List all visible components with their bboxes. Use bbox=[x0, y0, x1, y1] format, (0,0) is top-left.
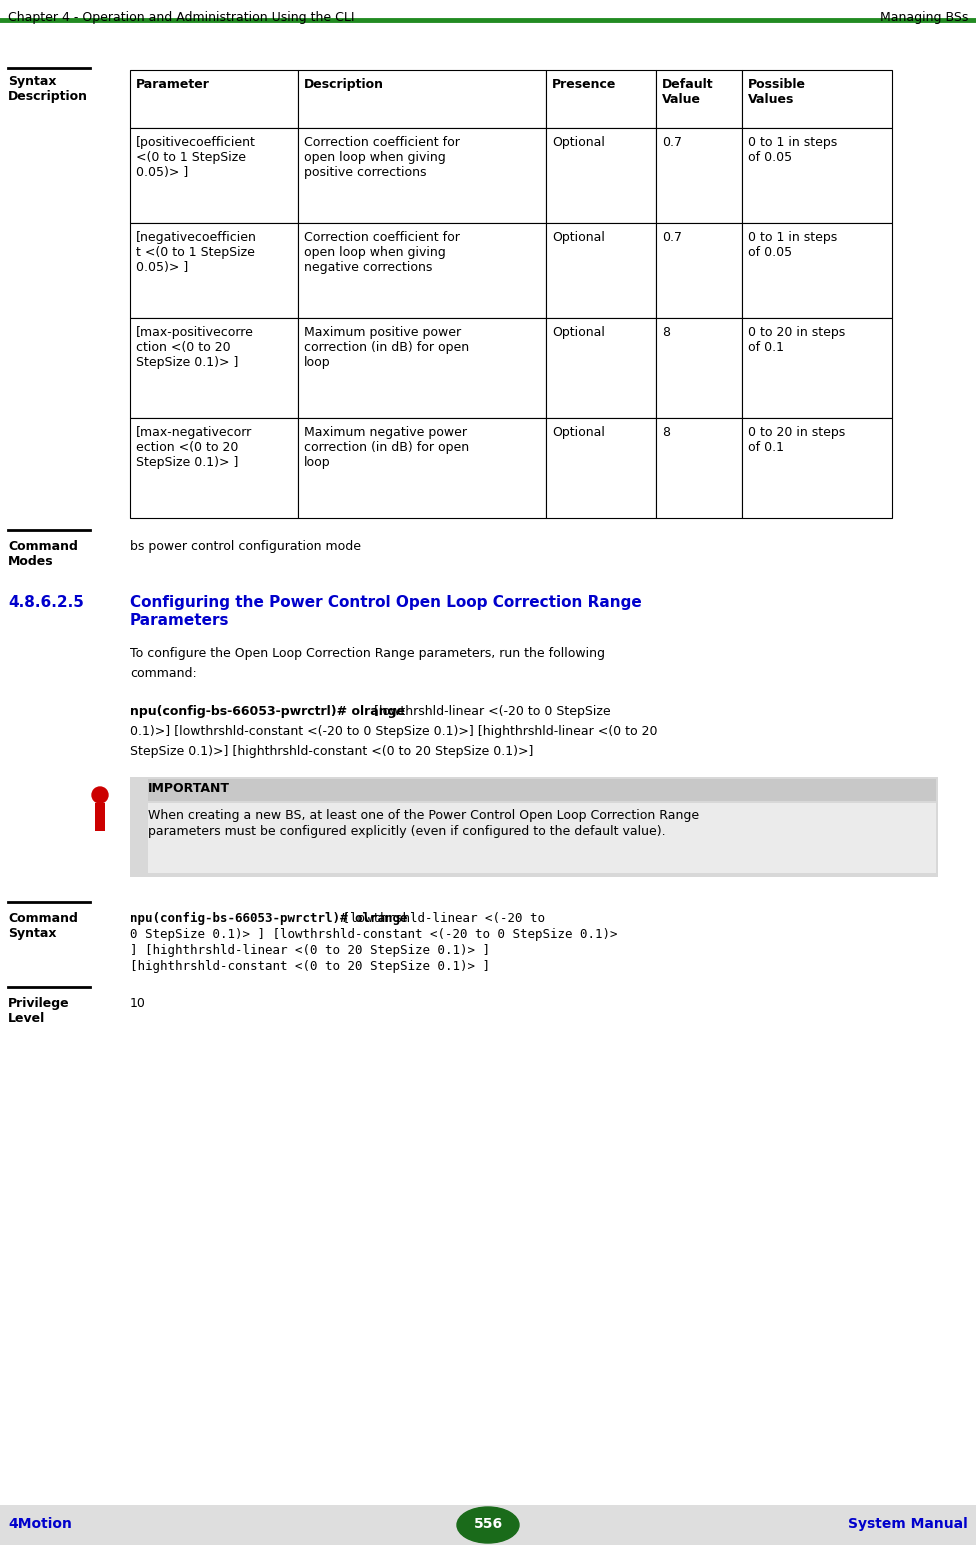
Bar bbox=[546, 128, 656, 222]
Text: When creating a new BS, at least one of the Power Control Open Loop Correction R: When creating a new BS, at least one of … bbox=[148, 810, 699, 822]
Text: [max-positivecorre
ction <(0 to 20
StepSize 0.1)> ]: [max-positivecorre ction <(0 to 20 StepS… bbox=[136, 326, 254, 369]
Bar bbox=[546, 419, 656, 518]
Bar bbox=[546, 222, 656, 318]
Bar bbox=[742, 128, 892, 222]
Text: Parameter: Parameter bbox=[136, 77, 210, 91]
Bar bbox=[656, 318, 742, 419]
Text: Default
Value: Default Value bbox=[662, 77, 713, 107]
Text: Correction coefficient for
open loop when giving
negative corrections: Correction coefficient for open loop whe… bbox=[304, 232, 460, 273]
Bar bbox=[130, 222, 298, 318]
Text: 10: 10 bbox=[130, 997, 145, 1010]
Bar bbox=[95, 803, 105, 831]
Text: IMPORTANT: IMPORTANT bbox=[148, 782, 230, 796]
Text: Description: Description bbox=[304, 77, 384, 91]
Bar bbox=[148, 779, 936, 800]
Text: [negativecoefficien
t <(0 to 1 StepSize
0.05)> ]: [negativecoefficien t <(0 to 1 StepSize … bbox=[136, 232, 257, 273]
Text: Privilege: Privilege bbox=[8, 997, 69, 1010]
Text: 8: 8 bbox=[662, 426, 670, 439]
Text: Command: Command bbox=[8, 541, 78, 553]
Text: [lowthrshld-linear <(-20 to 0 StepSize: [lowthrshld-linear <(-20 to 0 StepSize bbox=[371, 705, 611, 718]
Text: parameters must be configured explicitly (even if configured to the default valu: parameters must be configured explicitly… bbox=[148, 825, 666, 837]
Bar bbox=[130, 318, 298, 419]
Text: Optional: Optional bbox=[552, 426, 605, 439]
Text: 0.7: 0.7 bbox=[662, 136, 682, 148]
Text: npu(config-bs-66053-pwrctrl)# olrange: npu(config-bs-66053-pwrctrl)# olrange bbox=[130, 912, 408, 925]
Circle shape bbox=[92, 786, 108, 803]
Text: 0.1)>] [lowthrshld-constant <(-20 to 0 StepSize 0.1)>] [highthrshld-linear <(0 t: 0.1)>] [lowthrshld-constant <(-20 to 0 S… bbox=[130, 725, 658, 739]
Bar bbox=[656, 222, 742, 318]
Text: Managing BSs: Managing BSs bbox=[879, 11, 968, 25]
Text: Optional: Optional bbox=[552, 326, 605, 338]
Text: [positivecoefficient
<(0 to 1 StepSize
0.05)> ]: [positivecoefficient <(0 to 1 StepSize 0… bbox=[136, 136, 256, 179]
Bar bbox=[742, 222, 892, 318]
Text: Maximum positive power
correction (in dB) for open
loop: Maximum positive power correction (in dB… bbox=[304, 326, 469, 369]
Text: Maximum negative power
correction (in dB) for open
loop: Maximum negative power correction (in dB… bbox=[304, 426, 469, 470]
Text: Command: Command bbox=[8, 912, 78, 925]
Bar bbox=[742, 70, 892, 128]
Text: Optional: Optional bbox=[552, 136, 605, 148]
Bar bbox=[546, 70, 656, 128]
Bar bbox=[546, 318, 656, 419]
Bar bbox=[656, 419, 742, 518]
Text: 0 to 20 in steps
of 0.1: 0 to 20 in steps of 0.1 bbox=[748, 326, 845, 354]
Text: StepSize 0.1)>] [highthrshld-constant <(0 to 20 StepSize 0.1)>]: StepSize 0.1)>] [highthrshld-constant <(… bbox=[130, 745, 533, 759]
Bar bbox=[656, 128, 742, 222]
Text: 4.8.6.2.5: 4.8.6.2.5 bbox=[8, 595, 84, 610]
Text: Possible
Values: Possible Values bbox=[748, 77, 806, 107]
Text: Optional: Optional bbox=[552, 232, 605, 244]
Text: command:: command: bbox=[130, 667, 197, 680]
Text: bs power control configuration mode: bs power control configuration mode bbox=[130, 541, 361, 553]
Text: Configuring the Power Control Open Loop Correction Range: Configuring the Power Control Open Loop … bbox=[130, 595, 642, 610]
Text: [lowthrshld-linear <(-20 to: [lowthrshld-linear <(-20 to bbox=[336, 912, 546, 925]
Bar bbox=[130, 70, 298, 128]
Text: 4Motion: 4Motion bbox=[8, 1517, 72, 1531]
Text: 0 to 1 in steps
of 0.05: 0 to 1 in steps of 0.05 bbox=[748, 136, 837, 164]
Text: System Manual: System Manual bbox=[848, 1517, 968, 1531]
Text: Modes: Modes bbox=[8, 555, 54, 569]
Text: npu(config-bs-66053-pwrctrl)# olrange: npu(config-bs-66053-pwrctrl)# olrange bbox=[130, 705, 405, 718]
Bar bbox=[742, 419, 892, 518]
Text: 0.7: 0.7 bbox=[662, 232, 682, 244]
Text: 0 to 20 in steps
of 0.1: 0 to 20 in steps of 0.1 bbox=[748, 426, 845, 454]
Bar bbox=[130, 419, 298, 518]
Text: 556: 556 bbox=[473, 1517, 503, 1531]
Bar bbox=[298, 70, 546, 128]
Bar bbox=[656, 70, 742, 128]
Text: 0 StepSize 0.1)> ] [lowthrshld-constant <(-20 to 0 StepSize 0.1)>: 0 StepSize 0.1)> ] [lowthrshld-constant … bbox=[130, 929, 618, 941]
Ellipse shape bbox=[457, 1506, 519, 1543]
Text: Syntax: Syntax bbox=[8, 76, 57, 88]
Text: Parameters: Parameters bbox=[130, 613, 229, 627]
Bar bbox=[742, 318, 892, 419]
Text: Correction coefficient for
open loop when giving
positive corrections: Correction coefficient for open loop whe… bbox=[304, 136, 460, 179]
Text: ] [highthrshld-linear <(0 to 20 StepSize 0.1)> ]: ] [highthrshld-linear <(0 to 20 StepSize… bbox=[130, 944, 490, 956]
Text: [highthrshld-constant <(0 to 20 StepSize 0.1)> ]: [highthrshld-constant <(0 to 20 StepSize… bbox=[130, 959, 490, 973]
Text: Syntax: Syntax bbox=[8, 927, 57, 939]
Text: 8: 8 bbox=[662, 326, 670, 338]
Text: 0 to 1 in steps
of 0.05: 0 to 1 in steps of 0.05 bbox=[748, 232, 837, 260]
Bar bbox=[0, 1505, 976, 1545]
Bar bbox=[130, 777, 938, 878]
Bar bbox=[148, 803, 936, 873]
Text: [max-negativecorr
ection <(0 to 20
StepSize 0.1)> ]: [max-negativecorr ection <(0 to 20 StepS… bbox=[136, 426, 252, 470]
Text: Presence: Presence bbox=[552, 77, 617, 91]
Bar bbox=[298, 318, 546, 419]
Text: Description: Description bbox=[8, 90, 88, 104]
Text: To configure the Open Loop Correction Range parameters, run the following: To configure the Open Loop Correction Ra… bbox=[130, 647, 605, 660]
Bar bbox=[298, 419, 546, 518]
Text: Level: Level bbox=[8, 1012, 45, 1024]
Bar bbox=[298, 222, 546, 318]
Bar bbox=[130, 128, 298, 222]
Text: Chapter 4 - Operation and Administration Using the CLI: Chapter 4 - Operation and Administration… bbox=[8, 11, 354, 25]
Bar bbox=[298, 128, 546, 222]
